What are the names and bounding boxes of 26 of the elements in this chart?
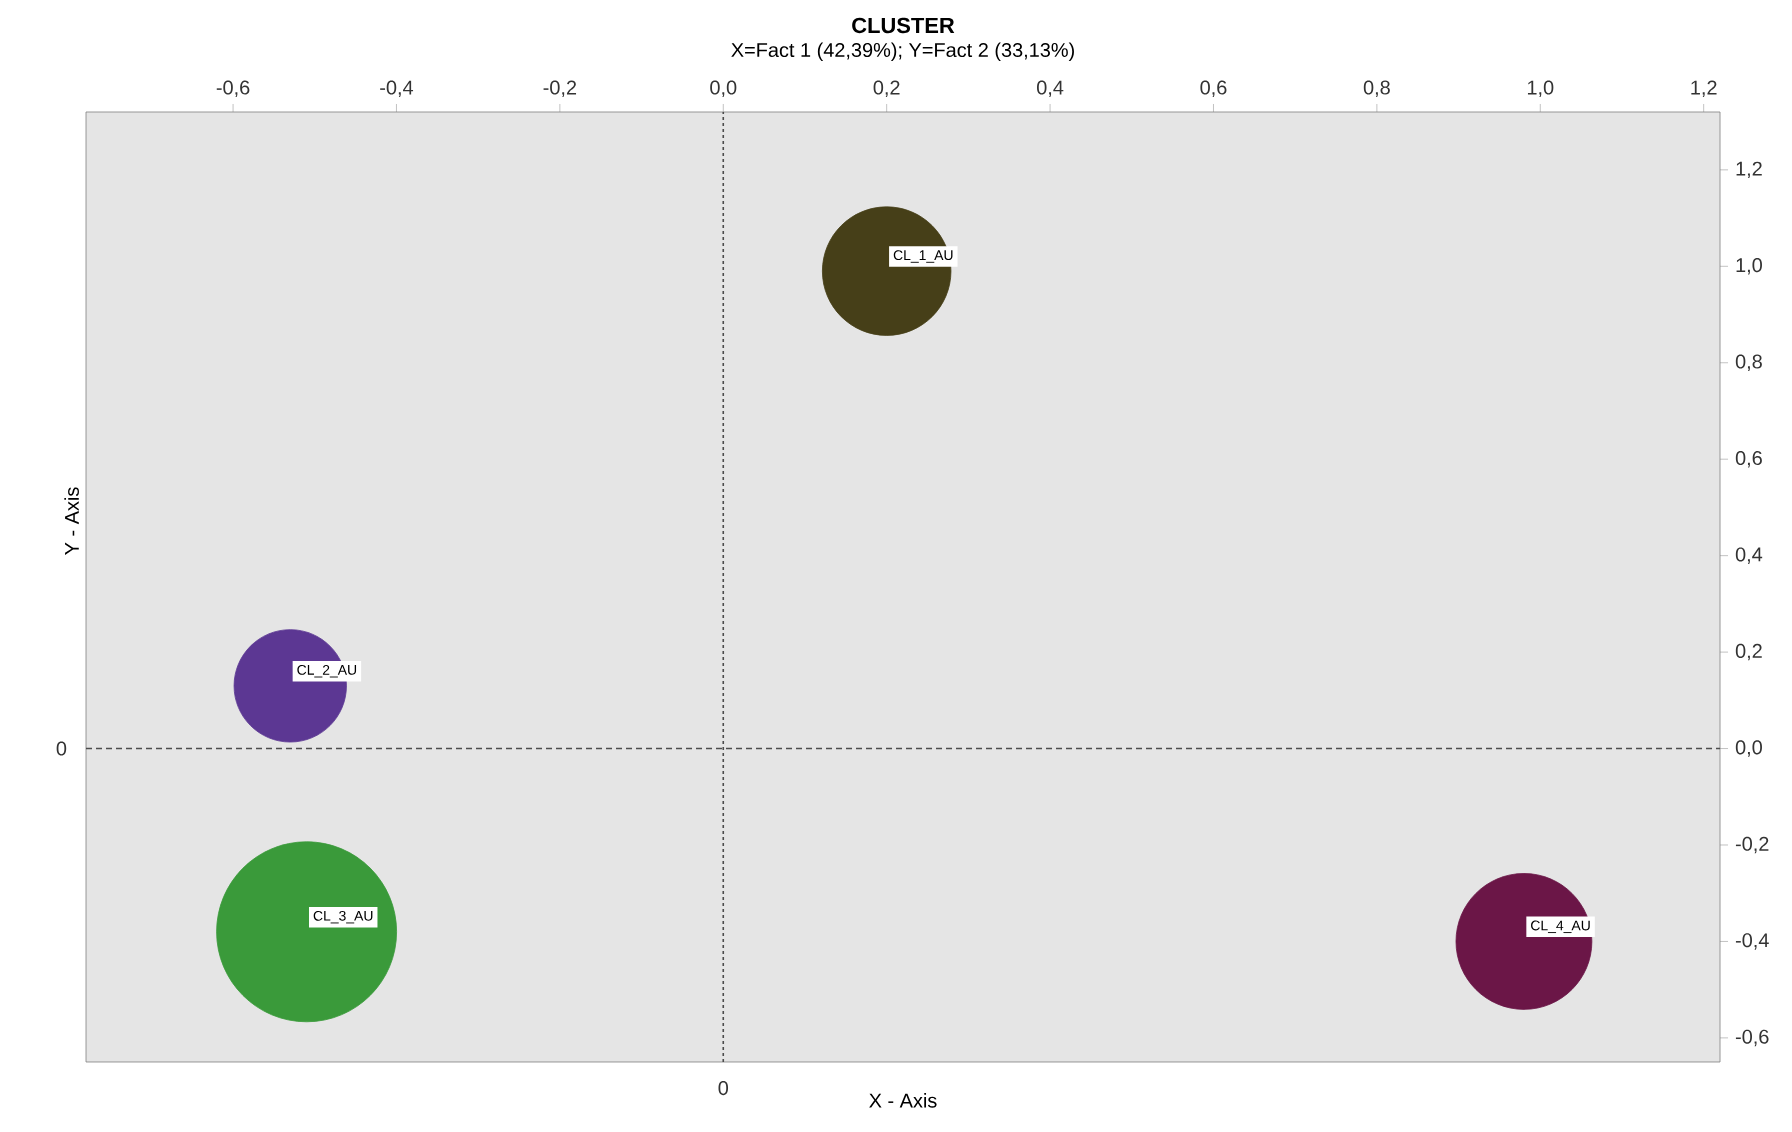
y-tick-label: 0,6 bbox=[1735, 450, 1762, 468]
x-tick-label: 1,2 bbox=[1691, 80, 1717, 97]
y-tick-label: 0,2 bbox=[1735, 643, 1762, 661]
chart-title: CLUSTER bbox=[852, 17, 955, 34]
x-tick-label: -0,4 bbox=[380, 80, 414, 97]
x-tick-label: 0,6 bbox=[1200, 80, 1227, 97]
x-axis-title: X - Axis bbox=[869, 1093, 937, 1108]
y-tick-label: 1,0 bbox=[1736, 258, 1762, 275]
x-tick-label: -0,2 bbox=[543, 80, 577, 97]
y-tick-label: -0,2 bbox=[1735, 836, 1769, 854]
y-tick-label: 0,0 bbox=[1735, 740, 1762, 757]
y-tick-label: 0,8 bbox=[1735, 354, 1762, 371]
chart-subtitle: X=Fact 1 (42,39%); Y=Fact 2 (33,13%) bbox=[731, 42, 1074, 61]
x-tick-label: -0,6 bbox=[216, 80, 250, 97]
y-axis-title: Y - Axis bbox=[64, 487, 79, 555]
x-tick-label: 0,2 bbox=[873, 80, 900, 97]
y-tick-label: 0,4 bbox=[1735, 547, 1763, 564]
y-tick-label: 1,2 bbox=[1736, 161, 1762, 179]
x-tick-label: 0,0 bbox=[710, 80, 737, 97]
text: 0 bbox=[56, 741, 67, 756]
y-tick-label: -0,6 bbox=[1735, 1029, 1769, 1047]
x-tick-label: 0,8 bbox=[1363, 80, 1390, 97]
y-tick-label: -0,4 bbox=[1735, 933, 1769, 950]
x-tick-label: 1,0 bbox=[1527, 80, 1554, 97]
text: 0 bbox=[718, 1081, 729, 1096]
x-tick-label: 0,4 bbox=[1037, 80, 1064, 97]
